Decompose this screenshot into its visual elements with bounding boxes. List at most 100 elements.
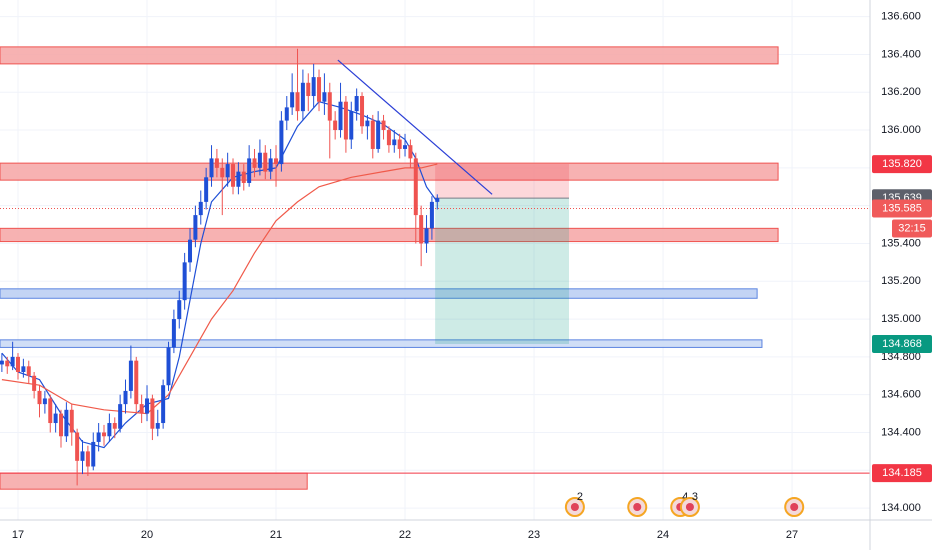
zone bbox=[0, 472, 308, 490]
candle-body bbox=[171, 319, 176, 348]
candle-body bbox=[274, 158, 279, 165]
x-tick-label: 17 bbox=[12, 529, 24, 541]
plot bbox=[0, 48, 870, 486]
candle-body bbox=[220, 167, 225, 178]
stop-zone bbox=[435, 164, 569, 199]
event-icon-core bbox=[685, 503, 694, 511]
candle-body bbox=[85, 451, 90, 467]
candle-body bbox=[21, 366, 26, 372]
x-tick-label: 23 bbox=[528, 529, 540, 541]
candle-body bbox=[134, 360, 139, 405]
candle-body bbox=[69, 409, 74, 433]
candle-body bbox=[317, 77, 322, 102]
x-tick-label: 21 bbox=[270, 529, 282, 541]
y-tick-label: 135.000 bbox=[881, 313, 921, 325]
price-badge-label: 135.585 bbox=[882, 202, 922, 214]
candle-body bbox=[42, 398, 47, 405]
candle-body bbox=[53, 413, 58, 424]
price-axis-bg bbox=[870, 0, 932, 550]
candle-body bbox=[161, 385, 166, 424]
price-badge-label: 134.185 bbox=[882, 467, 922, 479]
candle-body bbox=[236, 171, 241, 187]
candle-body bbox=[182, 262, 187, 301]
candle-body bbox=[257, 152, 262, 168]
candle-body bbox=[166, 347, 171, 386]
candle-body bbox=[231, 164, 236, 187]
zone bbox=[0, 288, 758, 299]
y-tick-label: 136.600 bbox=[881, 11, 921, 23]
candle-body bbox=[0, 360, 4, 365]
event-count: 3 bbox=[692, 491, 698, 503]
candle-body bbox=[64, 409, 69, 437]
candle-body bbox=[198, 201, 203, 216]
candle-body bbox=[424, 228, 429, 244]
candle-body bbox=[429, 201, 434, 229]
x-tick-label: 24 bbox=[657, 529, 669, 541]
candle-body bbox=[26, 366, 31, 376]
candle-body bbox=[37, 390, 42, 405]
candle-body bbox=[150, 398, 155, 429]
candle-body bbox=[338, 101, 343, 131]
candle-body bbox=[349, 111, 354, 140]
y-tick-label: 134.800 bbox=[881, 351, 921, 363]
candle-body bbox=[419, 215, 424, 244]
candle-body bbox=[118, 404, 123, 429]
candle-body bbox=[284, 107, 289, 121]
candle-body bbox=[155, 423, 160, 429]
event-icon-core bbox=[570, 503, 579, 511]
candle-body bbox=[397, 139, 402, 149]
candle-body bbox=[268, 158, 273, 172]
price-badge-label: 135.820 bbox=[882, 158, 922, 170]
candle-body bbox=[381, 120, 386, 131]
zone bbox=[0, 46, 779, 65]
candle-body bbox=[214, 158, 219, 168]
candle-body bbox=[247, 158, 252, 183]
candle-body bbox=[107, 423, 112, 437]
candle-body bbox=[327, 92, 332, 121]
price-badge-label: 134.868 bbox=[882, 338, 922, 350]
event-icon-core bbox=[790, 503, 799, 511]
candle-body bbox=[112, 423, 117, 429]
price-badge bbox=[872, 155, 932, 174]
candle-body bbox=[413, 158, 418, 216]
candle-body bbox=[5, 360, 10, 367]
candle-body bbox=[177, 300, 182, 320]
candle-body bbox=[193, 215, 198, 240]
candle-body bbox=[333, 120, 338, 131]
candle-body bbox=[322, 92, 327, 102]
candle-body bbox=[80, 451, 85, 461]
event-count: 2 bbox=[577, 491, 583, 503]
y-tick-label: 136.000 bbox=[881, 124, 921, 136]
candle-body bbox=[123, 390, 128, 405]
x-tick-label: 22 bbox=[399, 529, 411, 541]
candle-body bbox=[225, 164, 230, 178]
candle-body bbox=[365, 120, 370, 127]
price-badge bbox=[872, 335, 932, 354]
candle-body bbox=[252, 158, 257, 168]
candle-body bbox=[10, 356, 15, 367]
candle-body bbox=[279, 120, 284, 165]
candle-body bbox=[16, 356, 21, 372]
zone bbox=[0, 227, 779, 243]
candle-body bbox=[204, 177, 209, 202]
candle-body bbox=[311, 77, 316, 97]
y-tick-label: 136.200 bbox=[881, 86, 921, 98]
time-axis-bg bbox=[0, 520, 932, 550]
candle-body bbox=[48, 398, 53, 424]
trendline bbox=[337, 59, 493, 195]
candle-body bbox=[370, 120, 375, 149]
candle-body bbox=[343, 101, 348, 140]
y-tick-label: 134.600 bbox=[881, 389, 921, 401]
candle-body bbox=[403, 145, 408, 149]
candle-body bbox=[188, 239, 193, 263]
candle-body bbox=[102, 432, 107, 437]
countdown-label: 32:15 bbox=[898, 222, 926, 234]
countdown-badge bbox=[892, 219, 932, 238]
candle-body bbox=[354, 96, 359, 112]
x-tick-label: 20 bbox=[141, 529, 153, 541]
candle-body bbox=[376, 120, 381, 149]
